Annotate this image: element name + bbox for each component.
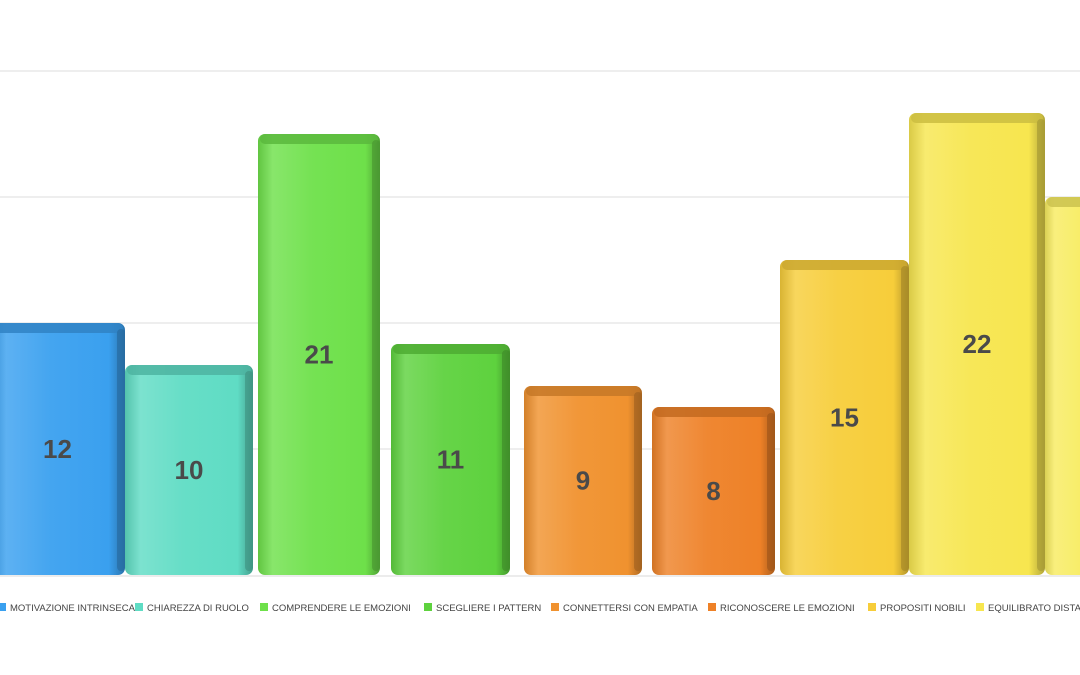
legend-label: SCEGLIERE I PATTERN bbox=[436, 603, 541, 614]
floor-line bbox=[0, 575, 1080, 577]
legend-item: COMPRENDERE LE EMOZIONI bbox=[260, 603, 411, 614]
legend-swatch bbox=[135, 603, 143, 611]
data-label: 8 bbox=[706, 476, 720, 506]
bar-side bbox=[372, 140, 380, 571]
legend: MOTIVAZIONE INTRINSECA CHIAREZZA DI RUOLO… bbox=[0, 603, 1080, 614]
bar-cap bbox=[911, 113, 1043, 123]
legend-swatch bbox=[868, 603, 876, 611]
bar-9 bbox=[1045, 197, 1080, 575]
legend-item: CONNETTERSI CON EMPATIA bbox=[551, 603, 698, 614]
bar-body bbox=[1045, 197, 1080, 575]
legend-item: PROPOSITI NOBILI bbox=[868, 603, 966, 614]
bar-side bbox=[502, 350, 510, 571]
legend-label: COMPRENDERE LE EMOZIONI bbox=[272, 603, 411, 614]
bar-side bbox=[117, 329, 125, 571]
data-label: 21 bbox=[305, 340, 334, 370]
data-label: 22 bbox=[963, 329, 992, 359]
bar-body bbox=[780, 260, 909, 575]
bar-cap bbox=[1047, 197, 1080, 207]
data-label: 15 bbox=[830, 403, 859, 433]
legend-item: CHIAREZZA DI RUOLO bbox=[135, 603, 249, 614]
legend-swatch bbox=[976, 603, 984, 611]
data-label: 9 bbox=[576, 466, 590, 496]
legend-item: SCEGLIERE I PATTERN bbox=[424, 603, 541, 614]
bar-7 bbox=[780, 260, 909, 575]
bar-side bbox=[901, 266, 909, 571]
legend-label: MOTIVAZIONE INTRINSECA bbox=[10, 603, 136, 614]
legend-label: EQUILIBRATO DISTACCO bbox=[988, 603, 1080, 614]
bar-cap bbox=[654, 407, 773, 417]
bar-cap bbox=[260, 134, 378, 144]
bar-body bbox=[125, 365, 253, 575]
legend-swatch bbox=[0, 603, 6, 611]
bar-5 bbox=[524, 386, 642, 575]
bar-body bbox=[0, 323, 125, 575]
bar-body bbox=[909, 113, 1045, 575]
bar-2 bbox=[125, 365, 253, 575]
data-label: 12 bbox=[43, 434, 72, 464]
legend-item: EQUILIBRATO DISTACCO bbox=[976, 603, 1080, 614]
bar-cap bbox=[782, 260, 907, 270]
bar-cap bbox=[0, 323, 123, 333]
legend-swatch bbox=[424, 603, 432, 611]
legend-label: CONNETTERSI CON EMPATIA bbox=[563, 603, 698, 614]
legend-item: RICONOSCERE LE EMOZIONI bbox=[708, 603, 855, 614]
bar-body bbox=[258, 134, 380, 575]
bar-cap bbox=[127, 365, 251, 375]
data-label: 11 bbox=[437, 445, 465, 475]
bar-body bbox=[652, 407, 775, 575]
bar-side bbox=[245, 371, 253, 571]
legend-swatch bbox=[260, 603, 268, 611]
bar-4 bbox=[391, 344, 510, 575]
bar-8 bbox=[909, 113, 1045, 575]
bar-6 bbox=[652, 407, 775, 575]
bar-body bbox=[391, 344, 510, 575]
legend-swatch bbox=[708, 603, 716, 611]
bars bbox=[0, 113, 1080, 575]
legend-label: PROPOSITI NOBILI bbox=[880, 603, 966, 614]
bar-body bbox=[524, 386, 642, 575]
bar-cap bbox=[526, 386, 640, 396]
bar-1 bbox=[0, 323, 125, 575]
data-label: 10 bbox=[175, 455, 204, 485]
bar-side bbox=[1037, 119, 1045, 571]
data-labels: 12 10 21 11 9 8 15 22 bbox=[43, 329, 991, 506]
bar-side bbox=[767, 413, 775, 571]
legend-item: MOTIVAZIONE INTRINSECA bbox=[0, 603, 136, 614]
bar-cap bbox=[393, 344, 508, 354]
bar-3 bbox=[258, 134, 380, 575]
legend-label: RICONOSCERE LE EMOZIONI bbox=[720, 603, 855, 614]
bar-side bbox=[634, 392, 642, 571]
legend-label: CHIAREZZA DI RUOLO bbox=[147, 603, 249, 614]
legend-swatch bbox=[551, 603, 559, 611]
